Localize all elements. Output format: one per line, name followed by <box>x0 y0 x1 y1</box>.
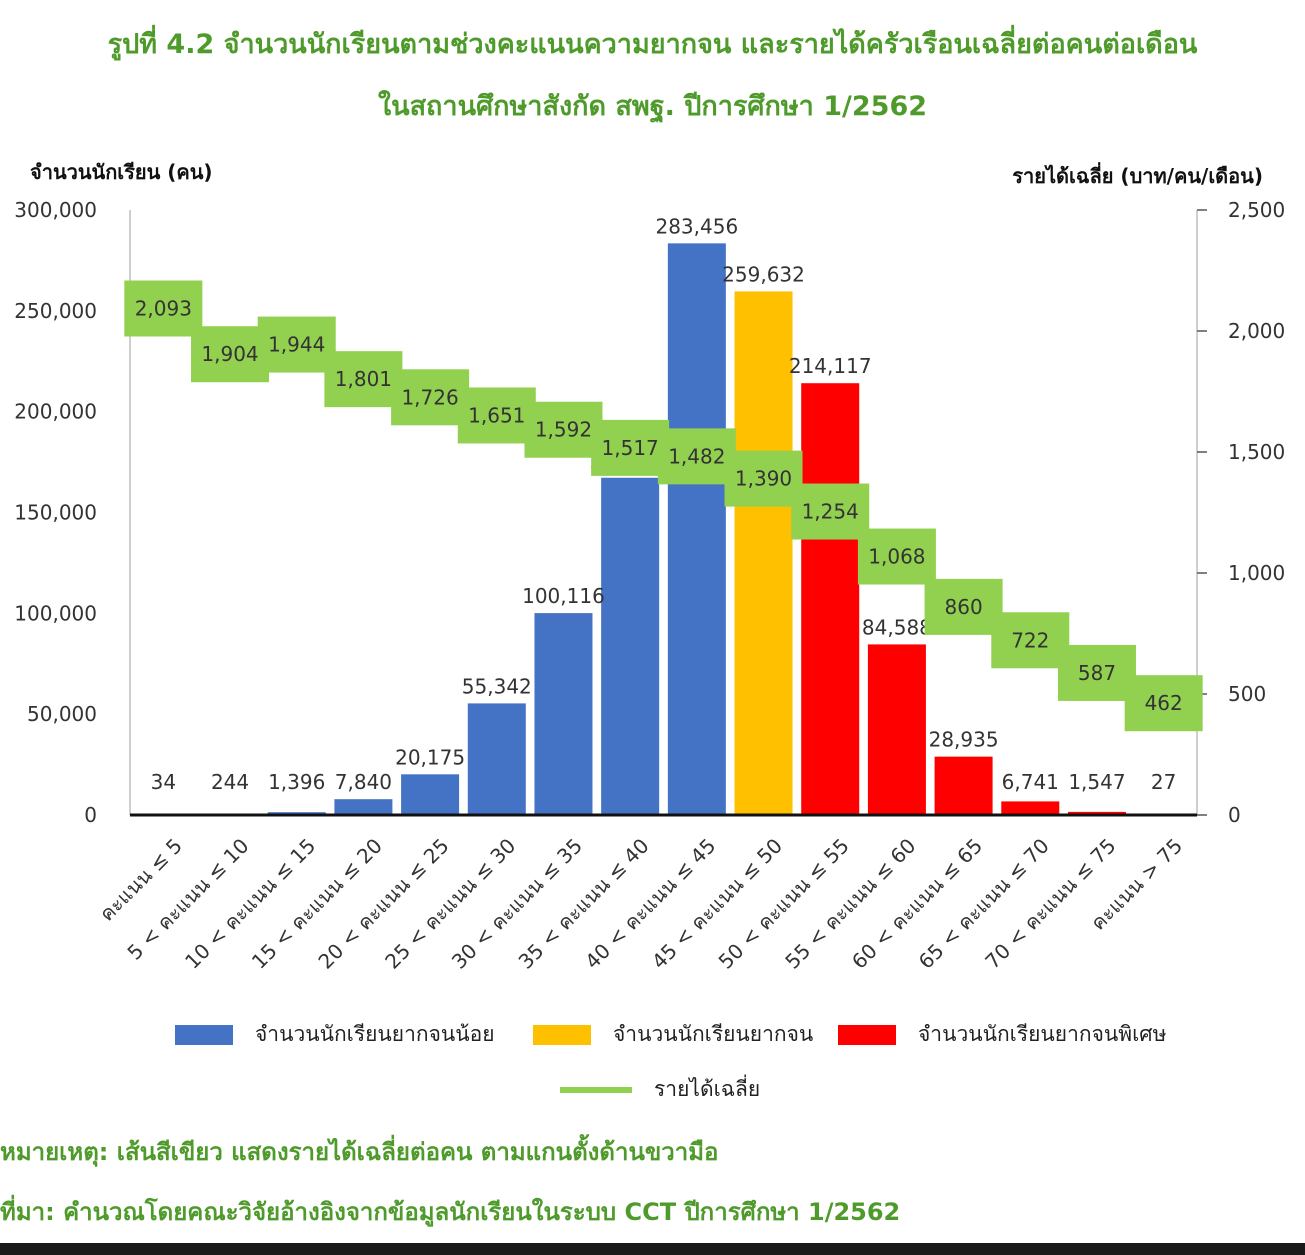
income-data-label: 1,726 <box>401 385 458 409</box>
bar <box>534 613 593 815</box>
income-data-label: 1,390 <box>735 467 792 491</box>
left-tick-label: 150,000 <box>14 501 97 525</box>
bar-data-label: 27 <box>1151 770 1176 794</box>
income-marker <box>1124 675 1203 732</box>
income-data-label: 722 <box>1011 628 1049 652</box>
bar-data-label: 244 <box>211 770 249 794</box>
bar <box>734 291 793 815</box>
income-marker <box>657 428 736 485</box>
income-marker <box>724 450 803 507</box>
left-tick-label: 50,000 <box>27 702 97 726</box>
bar <box>667 243 726 815</box>
bar <box>934 756 993 815</box>
income-data-label: 1,517 <box>602 436 659 460</box>
left-tick-label: 250,000 <box>14 299 97 323</box>
right-axis-title: รายได้เฉลี่ย (บาท/คน/เดือน) <box>1012 164 1263 188</box>
bar <box>401 774 460 815</box>
income-marker <box>791 483 870 540</box>
bar-data-label: 55,342 <box>462 674 532 698</box>
bar-data-label: 1,396 <box>268 770 325 794</box>
legend-item-red: จำนวนนักเรียนยากจนพิเศษ <box>838 1018 1166 1051</box>
bar-data-label: 20,175 <box>395 745 465 769</box>
income-marker <box>324 351 403 408</box>
legend-label-green: รายได้เฉลี่ย <box>654 1077 761 1101</box>
legend-item-yellow: จำนวนนักเรียนยากจน <box>533 1018 813 1051</box>
income-marker <box>924 578 1003 635</box>
left-tick-label: 300,000 <box>14 198 97 222</box>
right-tick-label: 0 <box>1228 803 1241 827</box>
income-data-label: 1,068 <box>868 545 925 569</box>
income-data-label: 860 <box>945 595 983 619</box>
income-data-label: 1,254 <box>802 500 859 524</box>
income-data-label: 1,482 <box>668 444 725 468</box>
income-data-label: 1,651 <box>468 403 525 427</box>
bar-data-label: 28,935 <box>929 728 999 752</box>
right-tick-label: 2,500 <box>1228 198 1285 222</box>
chart-source: ที่มา: คำนวณโดยคณะวิจัยอ้างอิงจากข้อมูลน… <box>0 1198 901 1226</box>
bar-data-label: 6,741 <box>1002 770 1059 794</box>
legend-item-blue: จำนวนนักเรียนยากจนน้อย <box>175 1018 495 1051</box>
right-tick-label: 500 <box>1228 682 1266 706</box>
bottom-strip <box>0 1243 1305 1255</box>
combo-chart: 0 50,000 100,000 150,000 200,000 250,000 300,0… <box>14 198 1285 974</box>
bar-data-label: 7,840 <box>335 770 392 794</box>
income-data-label: 1,592 <box>535 418 592 442</box>
income-marker <box>457 387 536 444</box>
bar-data-label: 100,116 <box>522 584 605 608</box>
income-marker <box>591 419 670 476</box>
left-axis-title: จำนวนนักเรียน (คน) <box>30 160 213 184</box>
bar <box>1001 801 1060 815</box>
legend-label-red: จำนวนนักเรียนยากจนพิเศษ <box>918 1022 1167 1046</box>
income-marker <box>991 612 1070 669</box>
chart-title-line-2: ในสถานศึกษาสังกัด สพฐ. ปีการศึกษา 1/2562 <box>377 91 928 122</box>
income-data-label: 2,093 <box>135 296 192 320</box>
bar-data-label: 84,588 <box>862 615 932 639</box>
income-marker <box>1057 644 1136 701</box>
bar-data-label: 214,117 <box>789 354 872 378</box>
bar <box>801 383 860 815</box>
bar-data-label: 34 <box>151 770 176 794</box>
income-data-label: 1,904 <box>201 342 258 366</box>
right-tick-label: 1,000 <box>1228 561 1285 585</box>
left-tick-label: 100,000 <box>14 601 97 625</box>
chart-title-line-1: รูปที่ 4.2 จำนวนนักเรียนตามช่วงคะแนนความ… <box>107 29 1198 60</box>
bar <box>467 703 526 815</box>
bar-data-label: 1,547 <box>1068 770 1125 794</box>
right-tick-label: 2,000 <box>1228 319 1285 343</box>
income-marker <box>257 316 336 373</box>
legend-label-blue: จำนวนนักเรียนยากจนน้อย <box>255 1022 495 1046</box>
chart-note: หมายเหตุ: เส้นสีเขียว แสดงรายได้เฉลี่ยต่… <box>0 1138 719 1166</box>
legend-line-green <box>560 1086 632 1093</box>
legend-item-green: รายได้เฉลี่ย <box>560 1073 760 1106</box>
income-data-label: 587 <box>1078 661 1116 685</box>
legend-label-yellow: จำนวนนักเรียนยากจน <box>613 1022 814 1046</box>
income-marker <box>857 528 936 585</box>
bar <box>867 644 926 815</box>
income-data-label: 462 <box>1145 691 1183 715</box>
left-tick-label: 0 <box>84 803 97 827</box>
income-marker <box>124 280 203 337</box>
income-data-label: 1,801 <box>335 367 392 391</box>
bar <box>1067 811 1126 815</box>
bar-data-label: 283,456 <box>655 214 738 238</box>
bar <box>601 477 660 815</box>
income-marker <box>391 369 470 426</box>
right-tick-label: 1,500 <box>1228 440 1285 464</box>
income-marker <box>191 326 270 383</box>
bar-data-label: 259,632 <box>722 262 805 286</box>
income-data-label: 1,944 <box>268 333 325 357</box>
legend-swatch-yellow <box>533 1024 591 1045</box>
left-tick-label: 200,000 <box>14 400 97 424</box>
legend-swatch-red <box>838 1024 896 1045</box>
legend-swatch-blue <box>175 1024 233 1045</box>
bar <box>334 799 393 815</box>
income-marker <box>524 401 603 458</box>
category-label: 5 < คะแนน ≤ 10 <box>122 834 253 965</box>
